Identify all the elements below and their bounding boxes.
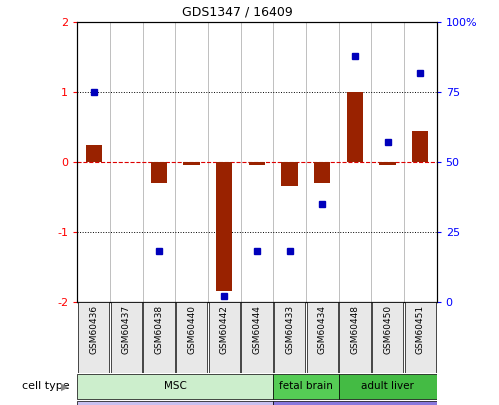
- Text: GSM60442: GSM60442: [220, 305, 229, 354]
- Text: GSM60434: GSM60434: [318, 305, 327, 354]
- FancyBboxPatch shape: [77, 374, 273, 399]
- Text: GSM60436: GSM60436: [89, 305, 98, 354]
- Bar: [314, 162, 330, 183]
- Text: adult liver: adult liver: [361, 382, 414, 391]
- Bar: [249, 162, 265, 166]
- FancyBboxPatch shape: [339, 302, 371, 373]
- Text: GSM60444: GSM60444: [252, 305, 261, 354]
- Text: GDS1347 / 16409: GDS1347 / 16409: [182, 5, 292, 18]
- FancyBboxPatch shape: [372, 302, 403, 373]
- Bar: [216, 162, 233, 291]
- FancyBboxPatch shape: [111, 302, 142, 373]
- Bar: [281, 162, 298, 186]
- Text: GSM60433: GSM60433: [285, 305, 294, 354]
- FancyBboxPatch shape: [78, 302, 109, 373]
- Text: GSM60440: GSM60440: [187, 305, 196, 354]
- FancyBboxPatch shape: [306, 302, 338, 373]
- Bar: [347, 92, 363, 162]
- FancyBboxPatch shape: [405, 302, 436, 373]
- FancyBboxPatch shape: [274, 302, 305, 373]
- Bar: [151, 162, 167, 183]
- FancyBboxPatch shape: [339, 374, 437, 399]
- Text: GSM60438: GSM60438: [155, 305, 164, 354]
- FancyBboxPatch shape: [77, 401, 273, 405]
- Text: fetal brain: fetal brain: [279, 382, 333, 391]
- FancyBboxPatch shape: [273, 401, 437, 405]
- Text: MSC: MSC: [164, 382, 187, 391]
- Text: GSM60450: GSM60450: [383, 305, 392, 354]
- Text: GSM60451: GSM60451: [416, 305, 425, 354]
- Text: GSM60437: GSM60437: [122, 305, 131, 354]
- Text: ▶: ▶: [61, 382, 69, 391]
- FancyBboxPatch shape: [209, 302, 240, 373]
- FancyBboxPatch shape: [143, 302, 175, 373]
- Text: cell type: cell type: [22, 382, 70, 391]
- Text: GSM60448: GSM60448: [350, 305, 359, 354]
- Bar: [379, 162, 396, 166]
- Bar: [85, 145, 102, 162]
- Bar: [184, 162, 200, 166]
- FancyBboxPatch shape: [176, 302, 208, 373]
- FancyBboxPatch shape: [242, 302, 272, 373]
- Bar: [412, 130, 429, 162]
- FancyBboxPatch shape: [273, 374, 339, 399]
